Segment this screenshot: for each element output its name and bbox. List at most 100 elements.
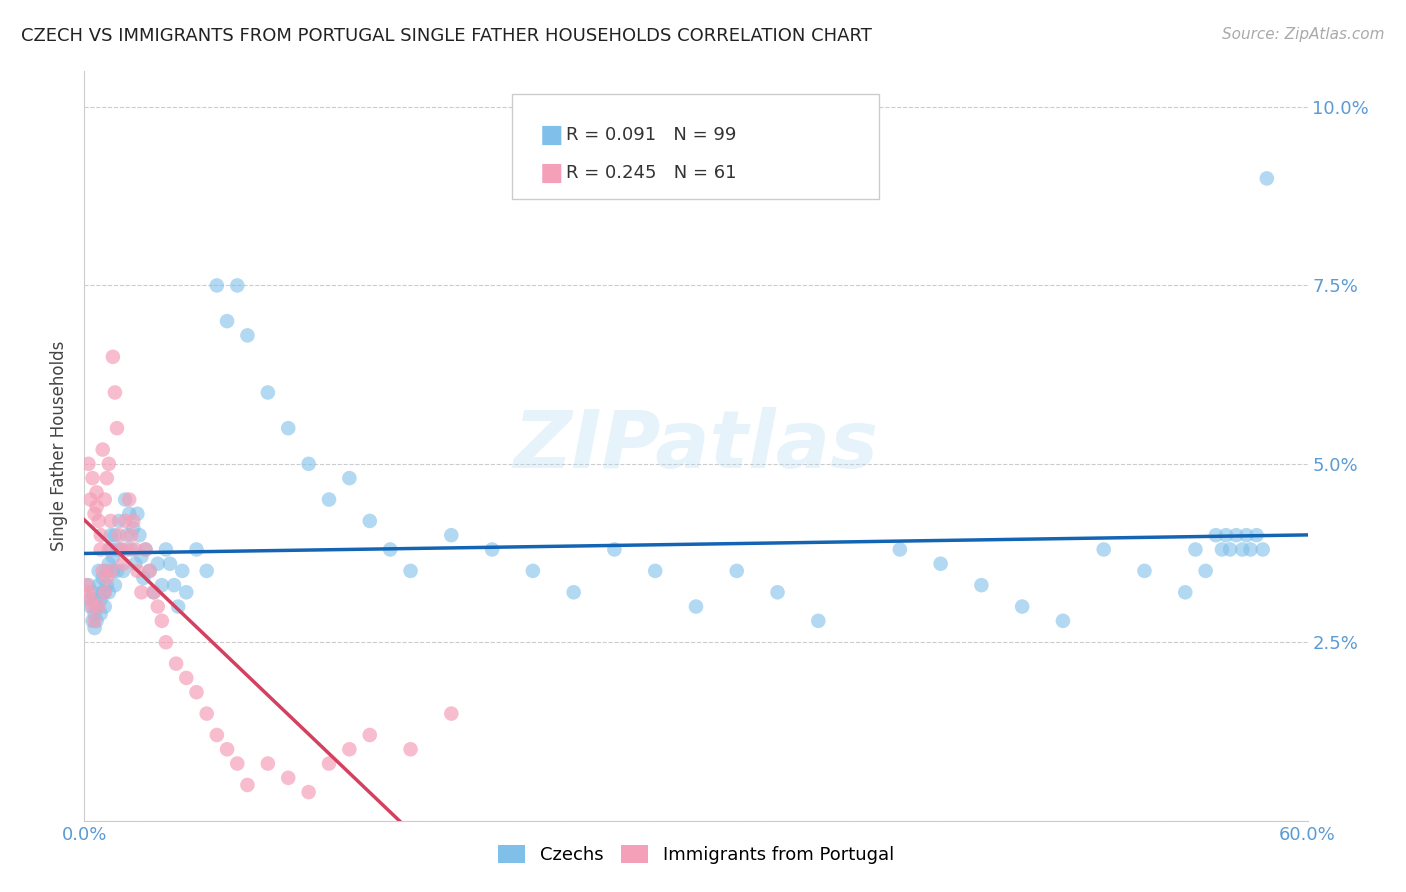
FancyBboxPatch shape xyxy=(513,94,880,199)
Point xyxy=(440,528,463,542)
Point xyxy=(86,485,108,500)
Point xyxy=(685,599,707,614)
Point xyxy=(115,528,138,542)
Point xyxy=(79,599,101,614)
Point xyxy=(112,557,135,571)
Point xyxy=(96,578,118,592)
Point xyxy=(481,542,503,557)
Point xyxy=(236,778,259,792)
Point xyxy=(75,578,97,592)
Point xyxy=(318,756,340,771)
Point xyxy=(104,528,127,542)
Point xyxy=(82,585,104,599)
Point xyxy=(1239,542,1261,557)
Point xyxy=(93,585,115,599)
Point xyxy=(1092,542,1115,557)
Point xyxy=(118,507,141,521)
Point xyxy=(1011,599,1033,614)
Legend: Czechs, Immigrants from Portugal: Czechs, Immigrants from Portugal xyxy=(498,845,894,864)
Point xyxy=(90,542,112,557)
Point xyxy=(146,599,169,614)
Point xyxy=(1174,585,1197,599)
Point xyxy=(97,457,120,471)
Point xyxy=(90,592,112,607)
Point xyxy=(87,514,110,528)
Point xyxy=(440,706,463,721)
Point xyxy=(217,314,239,328)
Point xyxy=(205,728,228,742)
Point xyxy=(97,542,120,557)
Point xyxy=(93,492,115,507)
Point xyxy=(195,564,218,578)
Point xyxy=(195,706,218,721)
Point xyxy=(1052,614,1074,628)
Point xyxy=(155,635,177,649)
Point xyxy=(86,599,108,614)
Point xyxy=(339,742,361,756)
Point xyxy=(97,557,120,571)
Point xyxy=(124,557,146,571)
Point xyxy=(1256,171,1278,186)
Text: Source: ZipAtlas.com: Source: ZipAtlas.com xyxy=(1222,27,1385,42)
Point xyxy=(82,599,104,614)
Point xyxy=(114,492,136,507)
Point xyxy=(236,328,259,343)
Point xyxy=(142,585,165,599)
Point xyxy=(226,756,249,771)
Text: ■: ■ xyxy=(540,123,562,147)
Point xyxy=(101,549,124,564)
Point xyxy=(159,557,181,571)
Point xyxy=(135,542,157,557)
Point xyxy=(135,542,157,557)
Point xyxy=(120,542,142,557)
Point xyxy=(174,585,197,599)
Point xyxy=(83,621,105,635)
Point xyxy=(165,657,187,671)
Point xyxy=(359,514,381,528)
Point xyxy=(339,471,361,485)
Point xyxy=(100,542,122,557)
Point xyxy=(87,564,110,578)
Point xyxy=(122,514,145,528)
Point xyxy=(83,614,105,628)
Point xyxy=(1246,528,1268,542)
Point xyxy=(105,564,128,578)
Point xyxy=(150,578,173,592)
Point xyxy=(380,542,402,557)
Point xyxy=(91,442,114,457)
Point xyxy=(1133,564,1156,578)
Point xyxy=(359,728,381,742)
Point xyxy=(127,564,149,578)
Point xyxy=(93,585,115,599)
Point xyxy=(100,528,122,542)
Point xyxy=(1211,542,1233,557)
Point xyxy=(91,571,114,585)
Point xyxy=(399,564,422,578)
Point xyxy=(186,685,208,699)
Point xyxy=(96,564,118,578)
Point xyxy=(150,614,173,628)
Point xyxy=(399,742,422,756)
Point xyxy=(79,592,101,607)
Point xyxy=(1195,564,1218,578)
Point xyxy=(131,549,153,564)
Point xyxy=(186,542,208,557)
Point xyxy=(725,564,748,578)
Point xyxy=(172,564,194,578)
Point xyxy=(97,585,120,599)
Point xyxy=(167,599,190,614)
Point xyxy=(562,585,585,599)
Point xyxy=(929,557,952,571)
Point xyxy=(226,278,249,293)
Point xyxy=(174,671,197,685)
Point xyxy=(91,564,114,578)
Point xyxy=(766,585,789,599)
Point xyxy=(100,564,122,578)
Point xyxy=(83,607,105,621)
Point xyxy=(90,528,112,542)
Point xyxy=(205,278,228,293)
Point xyxy=(110,542,132,557)
Point xyxy=(257,756,280,771)
Point xyxy=(101,564,124,578)
Point xyxy=(644,564,666,578)
